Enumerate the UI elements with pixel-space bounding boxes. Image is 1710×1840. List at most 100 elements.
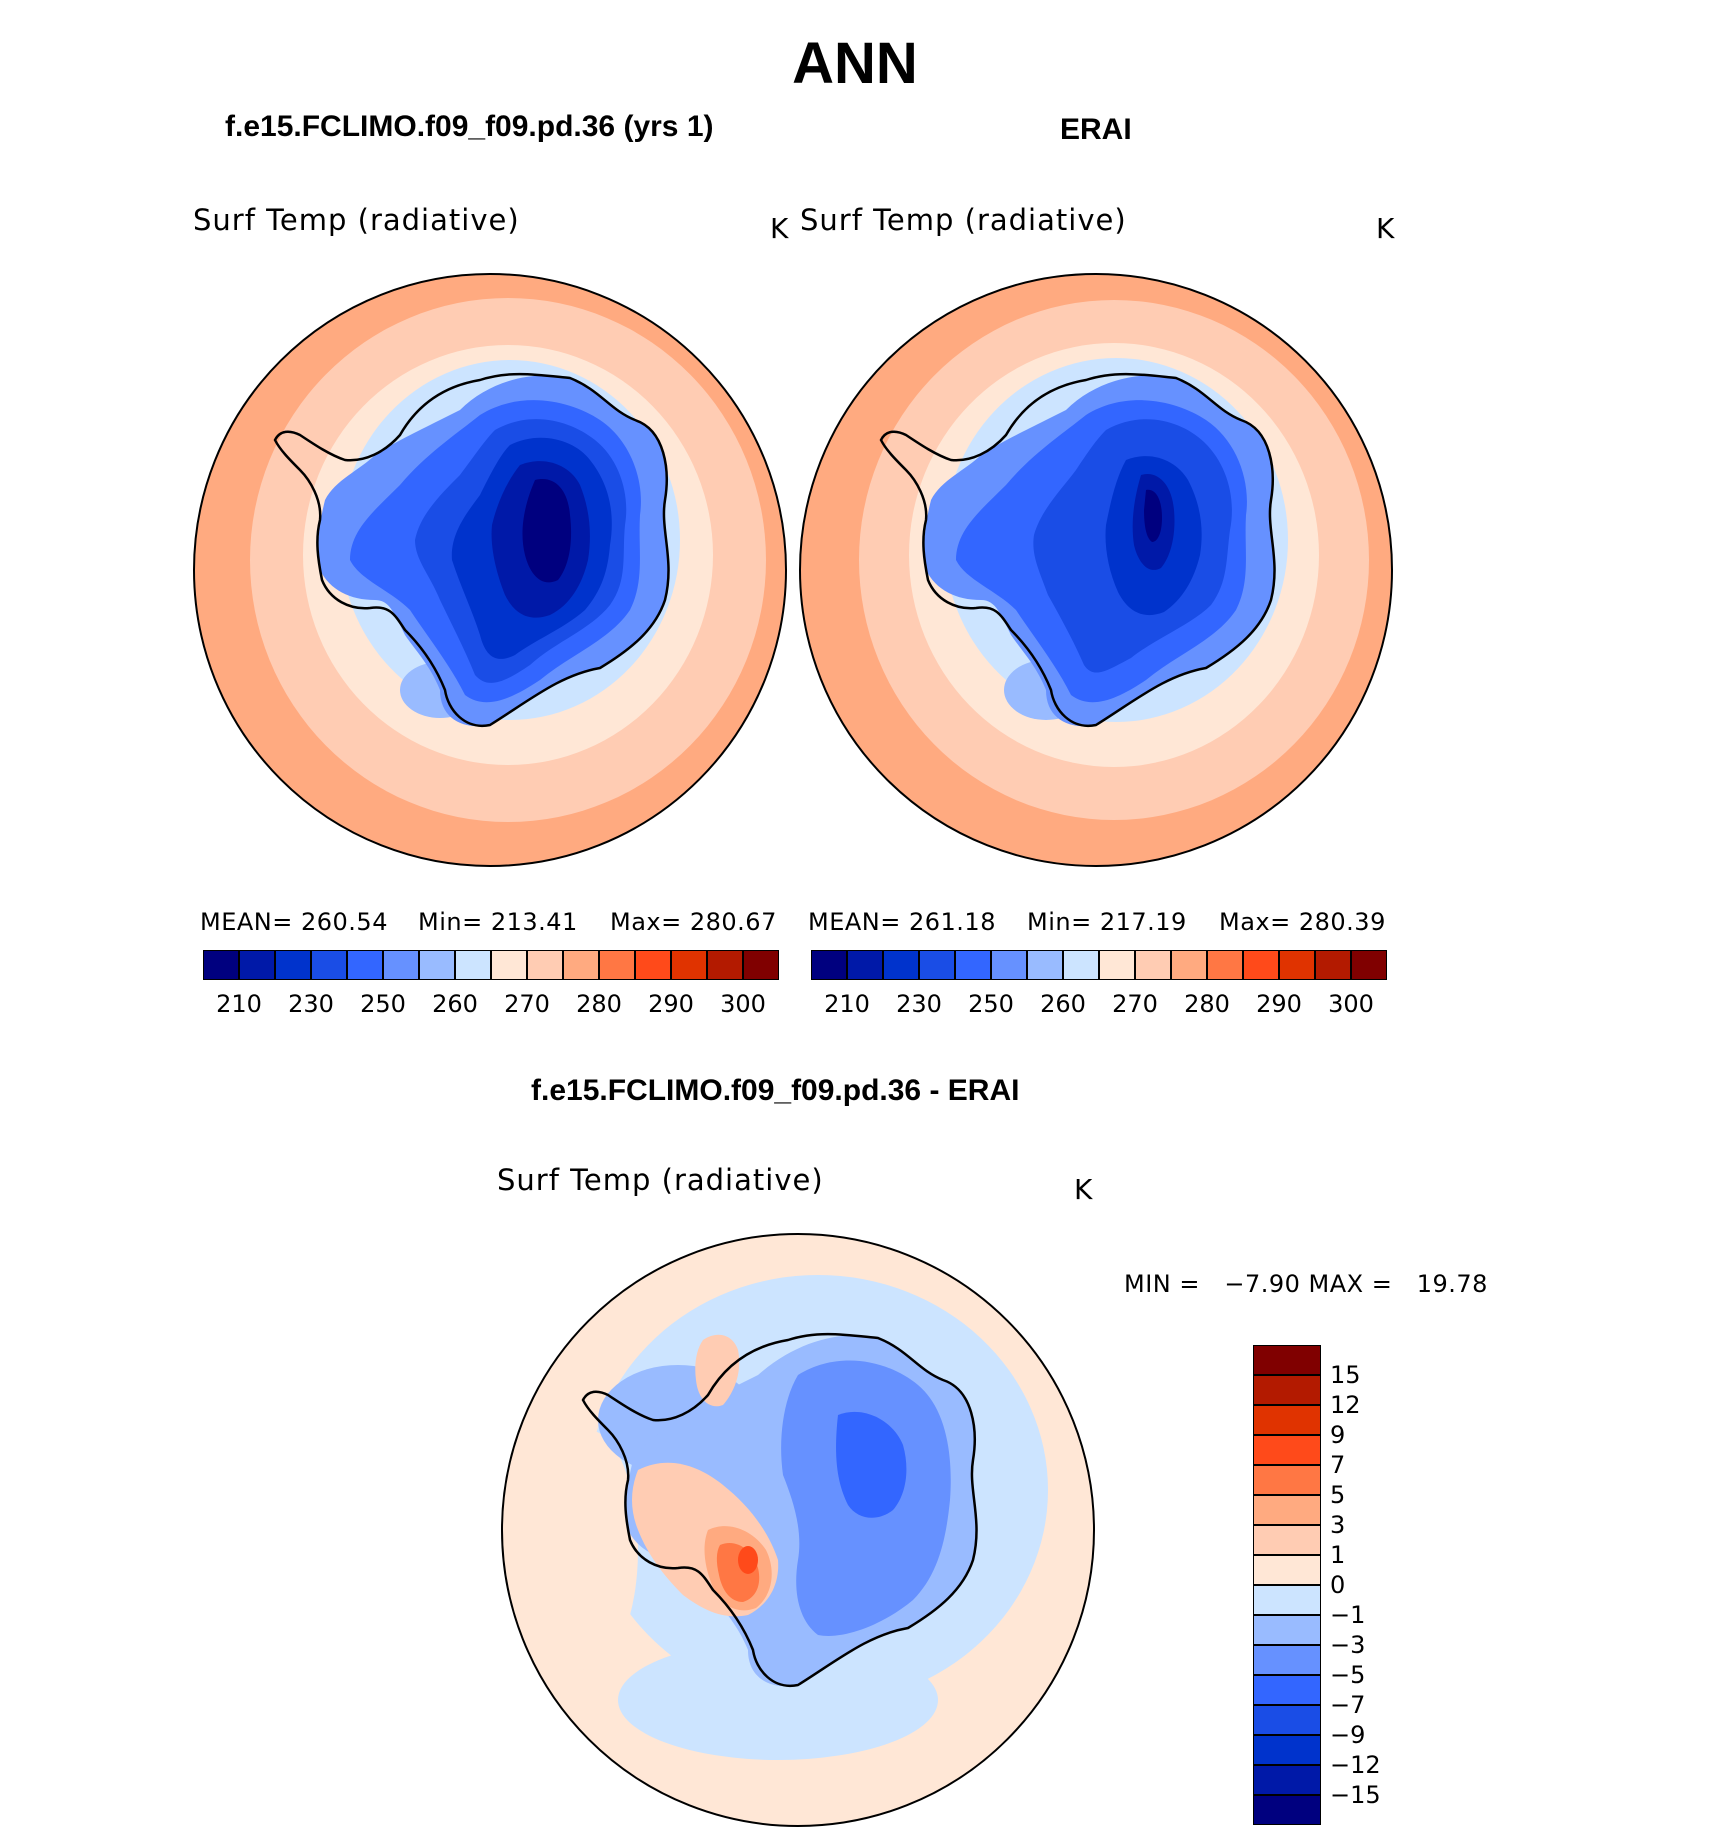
diff-variable: Surf Temp (radiative)	[497, 1163, 824, 1197]
colorbar-diff-swatch	[1253, 1495, 1321, 1525]
colorbar-erai-swatch	[1135, 950, 1171, 980]
map-model-coastline	[273, 372, 670, 728]
colorbar-model-swatch	[455, 950, 491, 980]
colorbar-erai-tick-label: 290	[1256, 990, 1302, 1018]
colorbar-model-swatch	[527, 950, 563, 980]
diff-minmax: MIN = −7.90 MAX = 19.78	[1124, 1270, 1488, 1298]
colorbar-diff-tick-label: 0	[1330, 1571, 1346, 1599]
map-diff-east-neg7	[836, 1411, 907, 1518]
colorbar-model-swatch	[599, 950, 635, 980]
colorbar-model-swatch	[383, 950, 419, 980]
colorbar-erai-tick-label: 210	[824, 990, 870, 1018]
diff-units: K	[1074, 1173, 1093, 1206]
map-erai	[799, 273, 1393, 867]
panel-2-min: Min= 217.19	[1027, 908, 1187, 936]
map-model-land-6	[522, 479, 572, 583]
colorbar-diff-tick-label: 7	[1330, 1451, 1346, 1479]
colorbar-erai-swatch	[1027, 950, 1063, 980]
colorbar-erai-tick-label: 270	[1112, 990, 1158, 1018]
colorbar-diff-tick-label: −3	[1330, 1631, 1366, 1659]
map-erai-coastline	[879, 372, 1276, 728]
colorbar-diff-swatch	[1253, 1645, 1321, 1675]
colorbar-diff-swatch	[1253, 1405, 1321, 1435]
colorbar-model-tick-label: 280	[576, 990, 622, 1018]
map-diff-zero-patch	[538, 1430, 638, 1670]
colorbar-diff-swatch	[1253, 1765, 1321, 1795]
colorbar-erai-swatch	[883, 950, 919, 980]
colorbar-model-swatch	[563, 950, 599, 980]
colorbar-erai-swatch	[955, 950, 991, 980]
colorbar-erai-swatch	[919, 950, 955, 980]
colorbar-erai-swatch	[1063, 950, 1099, 980]
colorbar-diff-tick-label: 12	[1330, 1391, 1361, 1419]
map-diff-neg1-south	[618, 1640, 938, 1760]
colorbar-diff-swatch	[1253, 1615, 1321, 1645]
colorbar-erai-tick-label: 230	[896, 990, 942, 1018]
map-diff-peninsula-pos3	[695, 1334, 740, 1407]
colorbar-model-tick-label: 300	[720, 990, 766, 1018]
colorbar-model-swatch	[239, 950, 275, 980]
colorbar-model	[203, 950, 779, 980]
colorbar-erai-swatch	[1243, 950, 1279, 980]
colorbar-model-ticks: 210 230 250 260 270 280 290 300	[203, 990, 779, 1020]
colorbar-erai-swatch	[1315, 950, 1351, 980]
panel-2-mean: MEAN= 261.18	[808, 908, 996, 936]
panel-2-units: K	[1376, 212, 1395, 245]
colorbar-diff-tick-label: 9	[1330, 1421, 1346, 1449]
colorbar-diff-tick-label: 15	[1330, 1361, 1361, 1389]
colorbar-diff-swatch	[1253, 1675, 1321, 1705]
colorbar-diff-swatch	[1253, 1555, 1321, 1585]
colorbar-diff-tick-label: 5	[1330, 1481, 1346, 1509]
colorbar-diff-ticks: 15 12 9 7 5 3 1 0 −1 −3 −5 −7 −9 −12 −15	[1330, 1345, 1450, 1825]
colorbar-diff-swatch	[1253, 1525, 1321, 1555]
colorbar-model-tick-label: 230	[288, 990, 334, 1018]
colorbar-model-swatch	[203, 950, 239, 980]
panel-1-title: f.e15.FCLIMO.f09_f09.pd.36 (yrs 1)	[225, 110, 714, 143]
colorbar-diff-tick-label: −12	[1330, 1751, 1381, 1779]
map-diff	[501, 1233, 1095, 1827]
colorbar-diff-tick-label: −5	[1330, 1661, 1366, 1689]
panel-1-units: K	[770, 212, 789, 245]
colorbar-erai-swatch	[1171, 950, 1207, 980]
diff-title: f.e15.FCLIMO.f09_f09.pd.36 - ERAI	[531, 1074, 1020, 1107]
colorbar-erai-tick-label: 300	[1328, 990, 1374, 1018]
colorbar-erai-tick-label: 250	[968, 990, 1014, 1018]
panel-2-max: Max= 280.39	[1219, 908, 1386, 936]
colorbar-erai-swatch	[811, 950, 847, 980]
colorbar-model-tick-label: 210	[216, 990, 262, 1018]
colorbar-diff-swatch	[1253, 1585, 1321, 1615]
map-diff-west-pos9	[738, 1546, 758, 1574]
colorbar-model-swatch	[311, 950, 347, 980]
colorbar-erai-swatch	[991, 950, 1027, 980]
panel-1-min: Min= 213.41	[418, 908, 578, 936]
colorbar-diff-tick-label: −9	[1330, 1721, 1366, 1749]
colorbar-model-swatch	[347, 950, 383, 980]
colorbar-model-swatch	[743, 950, 779, 980]
colorbar-model-swatch	[419, 950, 455, 980]
panel-1-mean: MEAN= 260.54	[200, 908, 388, 936]
panel-2-title: ERAI	[1060, 113, 1132, 146]
colorbar-diff	[1253, 1345, 1321, 1825]
colorbar-diff-tick-label: −15	[1330, 1781, 1381, 1809]
colorbar-diff-swatch	[1253, 1795, 1321, 1825]
colorbar-erai-swatch	[847, 950, 883, 980]
colorbar-diff-swatch	[1253, 1705, 1321, 1735]
colorbar-model-swatch	[491, 950, 527, 980]
colorbar-erai-tick-label: 280	[1184, 990, 1230, 1018]
map-model	[193, 273, 787, 867]
colorbar-model-swatch	[671, 950, 707, 980]
colorbar-diff-tick-label: 3	[1330, 1511, 1346, 1539]
map-diff-coastline	[581, 1332, 978, 1688]
colorbar-erai-swatch	[1207, 950, 1243, 980]
colorbar-diff-swatch	[1253, 1735, 1321, 1765]
colorbar-model-tick-label: 270	[504, 990, 550, 1018]
colorbar-erai-swatch	[1351, 950, 1387, 980]
colorbar-diff-swatch	[1253, 1345, 1321, 1375]
colorbar-model-swatch	[707, 950, 743, 980]
colorbar-model-tick-label: 290	[648, 990, 694, 1018]
colorbar-erai-ticks: 210 230 250 260 270 280 290 300	[811, 990, 1387, 1020]
colorbar-model-swatch	[275, 950, 311, 980]
colorbar-diff-tick-label: 1	[1330, 1541, 1346, 1569]
colorbar-diff-swatch	[1253, 1465, 1321, 1495]
colorbar-erai-tick-label: 260	[1040, 990, 1086, 1018]
